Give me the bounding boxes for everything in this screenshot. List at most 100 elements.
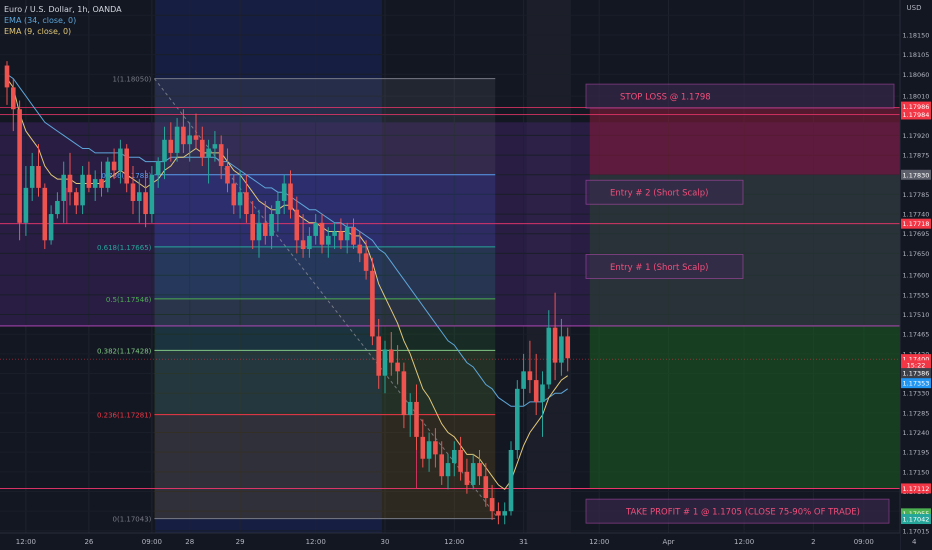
candle-body-73 xyxy=(464,471,470,485)
candle-body-35 xyxy=(225,166,230,184)
price-badge-2: 1.17830 xyxy=(901,169,931,180)
price-badge-text-6: 1.17386 xyxy=(903,370,930,378)
candle-body-62 xyxy=(395,362,400,372)
candle-body-58 xyxy=(370,270,375,337)
candle-body-7 xyxy=(48,214,54,241)
candle-body-11 xyxy=(74,192,79,206)
candle-84 xyxy=(533,353,539,416)
candle-78 xyxy=(496,502,501,525)
candle-77 xyxy=(489,484,495,520)
candle-body-1 xyxy=(11,87,16,110)
candle-body-61 xyxy=(389,349,394,363)
candle-body-33 xyxy=(212,144,218,149)
x-tick-label-10: Apr xyxy=(662,538,674,546)
candle-46 xyxy=(294,196,300,254)
x-tick-label-14: 4 xyxy=(912,538,917,546)
candle-82 xyxy=(521,353,526,407)
price-badge-9: 1.17055 xyxy=(901,508,931,519)
candle-28 xyxy=(181,109,186,153)
candle-36 xyxy=(231,174,237,215)
candle-33 xyxy=(212,131,218,162)
y-tick-label-20: 1.17285 xyxy=(903,409,930,417)
candle-89 xyxy=(565,327,570,372)
y-tick-label-12: 1.17650 xyxy=(903,250,930,258)
candle-body-78 xyxy=(496,511,501,516)
candle-65 xyxy=(414,384,419,450)
annotation-box-1 xyxy=(585,179,744,205)
annotation-text-2: Entry # 1 (Short Scalp) xyxy=(610,263,708,273)
price-badge-0: 1.17986 xyxy=(901,101,931,112)
candle-29 xyxy=(187,122,192,162)
price-badge-8: 1.17112 xyxy=(901,483,931,494)
candle-body-86 xyxy=(546,327,552,385)
candle-27 xyxy=(174,117,180,162)
profit-zone xyxy=(589,325,900,489)
candle-body-37 xyxy=(237,192,243,206)
price-badge-6: 1.17386 xyxy=(901,368,931,379)
currency-label: USD xyxy=(907,4,922,12)
y-tick-label-19: 1.17330 xyxy=(903,390,930,398)
y-tick-label-21: 1.17240 xyxy=(903,429,930,437)
y-tick-label-2: 1.18105 xyxy=(903,51,930,59)
candle-52 xyxy=(332,222,337,250)
fib-label-4: 0.382(1.17428) xyxy=(97,347,152,355)
candle-34 xyxy=(218,135,224,180)
candle-83 xyxy=(527,340,533,394)
candle-45 xyxy=(288,170,293,219)
candle-body-43 xyxy=(275,200,281,215)
price-badge-10: 1.17042 xyxy=(901,514,931,525)
candle-body-14 xyxy=(92,179,98,188)
candle-31 xyxy=(200,126,205,167)
y-tick-label-9: 1.17785 xyxy=(903,191,930,199)
price-badge-5: 15:22 xyxy=(901,360,931,371)
price-badge-bg-7 xyxy=(901,378,931,389)
candle-5 xyxy=(36,144,41,197)
candle-body-56 xyxy=(357,244,363,254)
candle-body-9 xyxy=(61,174,66,201)
candle-body-12 xyxy=(80,174,85,206)
annotation-2: Entry # 1 (Short Scalp) xyxy=(585,254,744,279)
candle-body-53 xyxy=(338,231,344,241)
price-badge-bg-9 xyxy=(901,508,931,519)
candle-body-59 xyxy=(376,336,381,376)
candle-16 xyxy=(105,157,111,193)
candle-59 xyxy=(376,318,381,389)
candle-body-85 xyxy=(540,384,545,402)
candle-body-6 xyxy=(42,187,48,241)
candle-7 xyxy=(48,205,54,245)
candle-22 xyxy=(143,170,148,228)
candle-80 xyxy=(508,441,514,516)
candle-body-66 xyxy=(420,436,426,459)
candle-body-25 xyxy=(162,139,167,162)
candle-body-81 xyxy=(515,388,520,450)
ema34-legend: EMA (34, close, 0) xyxy=(4,16,77,25)
candle-body-55 xyxy=(351,227,356,245)
fib-band-2 xyxy=(154,246,496,299)
candle-body-24 xyxy=(155,161,161,175)
time-axis-bg xyxy=(0,533,900,550)
candle-74 xyxy=(470,454,476,490)
y-tick-label-26: 1.17015 xyxy=(903,527,930,535)
x-tick-label-5: 12:00 xyxy=(306,538,326,546)
x-tick-label-9: 12:00 xyxy=(589,538,609,546)
candle-body-8 xyxy=(55,200,60,215)
annotation-box-3 xyxy=(585,498,890,524)
chart-legend: Euro / U.S. Dollar, 1h, OANDA EMA (34, c… xyxy=(4,4,122,37)
candle-1 xyxy=(11,78,16,132)
candle-54 xyxy=(344,222,350,254)
candle-23 xyxy=(149,166,155,223)
candle-42 xyxy=(269,205,274,250)
candle-44 xyxy=(281,174,287,215)
candle-6 xyxy=(42,183,48,250)
candle-35 xyxy=(225,148,230,193)
x-tick-label-2: 09:00 xyxy=(142,538,162,546)
candle-69 xyxy=(439,441,444,485)
candle-32 xyxy=(206,139,211,184)
candle-53 xyxy=(338,218,344,250)
candle-body-67 xyxy=(426,441,432,459)
y-tick-label-4: 1.18010 xyxy=(903,93,930,101)
candle-75 xyxy=(477,449,482,485)
candle-body-34 xyxy=(218,144,224,167)
